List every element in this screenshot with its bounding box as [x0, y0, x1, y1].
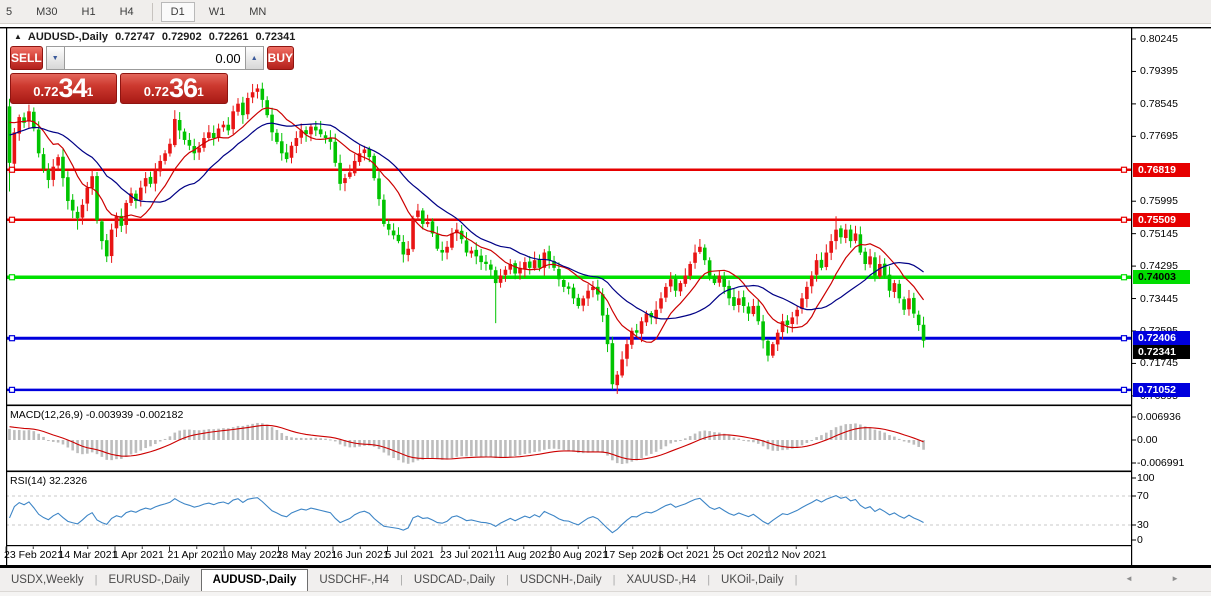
rsi-axis-label: 70: [1137, 490, 1149, 502]
symbol-tab-eurusd-[interactable]: EURUSD-,Daily: [108, 574, 190, 586]
ask-price-display[interactable]: 0.72 36 1: [119, 73, 228, 104]
timeframe-toolbar: 5 M30 H1 H4 D1 W1 MN: [0, 0, 1211, 24]
bid-price-display[interactable]: 0.72 34 1: [10, 73, 117, 104]
current-price-badge: 0.72341: [1133, 345, 1190, 359]
time-axis-label: 30 Aug 2021: [549, 549, 608, 561]
volume-increase-button[interactable]: ▲: [244, 46, 264, 70]
time-axis-label: 1 Apr 2021: [113, 549, 164, 561]
price-axis-tick: 0.78545: [1140, 97, 1178, 110]
symbol-tab-xauusd-[interactable]: XAUUSD-,H4: [626, 574, 697, 586]
bid-price-prefix: 0.72: [33, 84, 59, 99]
symbol-tab-usdcnh-[interactable]: USDCNH-,Daily: [519, 574, 602, 586]
timeframe-button-w1[interactable]: W1: [208, 5, 226, 18]
ohlc-close: 0.72341: [255, 31, 296, 43]
tab-separator: |: [707, 574, 711, 586]
time-axis-label: 11 Aug 2021: [494, 549, 553, 561]
price-axis-tick: 0.75995: [1140, 195, 1178, 208]
ohlc-open: 0.72747: [115, 31, 155, 43]
time-axis-label: 6 Oct 2021: [658, 549, 710, 561]
tab-separator: |: [794, 574, 798, 586]
toolbar-separator: [151, 2, 153, 21]
bid-price-big: 34: [58, 73, 88, 103]
timeframe-button-m30[interactable]: M30: [36, 5, 58, 18]
time-axis-label: 5 Jul 2021: [385, 549, 434, 561]
time-axis-label: 23 Jul 2021: [440, 549, 495, 561]
macd-indicator-label: MACD(12,26,9) -0.003939 -0.002182: [10, 409, 184, 421]
time-axis-label: 16 Jun 2021: [331, 549, 389, 561]
rsi-axis-label: 100: [1137, 472, 1155, 484]
price-level-badge: 0.75509: [1133, 212, 1190, 227]
ohlc-high: 0.72902: [161, 31, 202, 43]
time-axis-label: 21 Apr 2021: [167, 549, 225, 561]
price-level-badge: 0.72406: [1133, 331, 1190, 345]
symbol-tabbar: USDX,Weekly | EURUSD-,Daily AUDUSD-,Daily US…: [0, 568, 1211, 591]
time-axis-label: 14 Mar 2021: [58, 549, 118, 561]
price-axis-tick: 0.79395: [1140, 65, 1178, 78]
rsi-indicator-label: RSI(14) 32.2326: [10, 475, 88, 487]
symbol-tab-ukoil-[interactable]: UKOil-,Daily: [721, 574, 784, 586]
timeframe-button-h1[interactable]: H1: [81, 5, 96, 18]
timeframe-button-mn[interactable]: MN: [249, 5, 267, 18]
timeframe-button-5[interactable]: 5: [6, 5, 13, 18]
price-level-badge: 0.71052: [1133, 382, 1190, 397]
macd-axis-label: 0.006936: [1137, 411, 1181, 423]
timeframe-button-h4[interactable]: H4: [119, 5, 134, 18]
time-axis-label: 23 Feb 2021: [4, 549, 63, 561]
macd-axis-label: -0.006991: [1137, 457, 1185, 469]
timeframe-button-d1[interactable]: D1: [160, 1, 195, 22]
price-level-badge: 0.76819: [1133, 162, 1190, 177]
ask-price-big: 36: [169, 73, 198, 103]
rsi-axis-label: 0: [1137, 534, 1143, 546]
price-level-badge: 0.74003: [1133, 270, 1190, 285]
time-axis-label: 28 May 2021: [276, 549, 338, 561]
tab-separator: |: [506, 574, 509, 586]
ask-price-prefix: 0.72: [143, 84, 170, 99]
tab-separator: |: [612, 574, 616, 586]
status-strip: [0, 591, 1211, 596]
tab-separator: |: [400, 574, 403, 586]
symbol-tab-usdcad-[interactable]: USDCAD-,Daily: [413, 574, 496, 586]
time-axis-label: 10 May 2021: [222, 549, 283, 561]
buy-button[interactable]: BUY: [266, 46, 295, 70]
symbol-tab-usdx[interactable]: USDX,Weekly: [11, 574, 84, 586]
sell-button[interactable]: SELL: [10, 46, 43, 70]
time-axis-label: 17 Sep 2021: [603, 549, 664, 561]
time-axis-label: 25 Oct 2021: [712, 549, 770, 561]
tab-separator: |: [94, 574, 98, 586]
collapse-panel-icon[interactable]: ▲: [14, 32, 22, 41]
volume-input[interactable]: [64, 46, 245, 70]
chart-symbol-label: AUDUSD-,Daily: [27, 31, 108, 43]
price-axis-tick: 0.71745: [1140, 357, 1178, 370]
price-axis-tick: 0.77695: [1140, 130, 1178, 143]
volume-decrease-button[interactable]: ▼: [45, 46, 65, 70]
bid-price-pip: 1: [86, 85, 94, 99]
ohlc-low: 0.72261: [208, 31, 249, 43]
price-axis-tick: 0.74295: [1140, 260, 1178, 273]
rsi-axis-label: 30: [1137, 519, 1149, 531]
price-axis-tick: 0.73445: [1140, 292, 1178, 305]
tab-scroll-arrows[interactable]: ◄ ►: [1124, 574, 1197, 583]
symbol-tab-audusd-[interactable]: AUDUSD-,Daily: [200, 569, 309, 591]
price-axis-tick: 0.80245: [1140, 33, 1178, 45]
chart-title: ▲ AUDUSD-,Daily 0.72747 0.72902 0.72261 0…: [14, 31, 299, 43]
ask-price-pip: 1: [197, 85, 204, 99]
macd-axis-label: 0.00: [1137, 434, 1158, 446]
price-axis-tick: 0.75145: [1140, 227, 1178, 240]
symbol-tab-usdchf-[interactable]: USDCHF-,H4: [319, 574, 390, 586]
time-axis-label: 12 Nov 2021: [767, 549, 827, 561]
